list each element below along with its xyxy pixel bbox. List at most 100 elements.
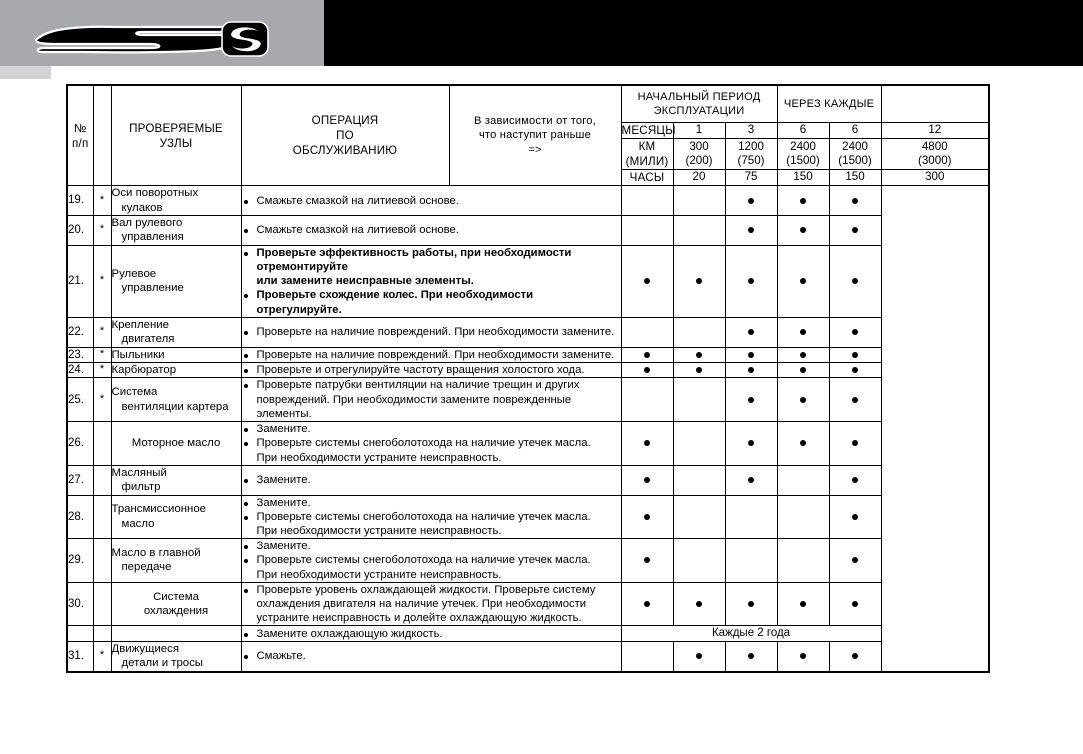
operation-line: Проверьте схождение колес. При необходим… (256, 289, 534, 316)
operation-line: Смажьте. (256, 650, 306, 663)
interval-mark-filled (724, 361, 778, 379)
header-km-line1: КМ (638, 140, 656, 154)
row-star: * (92, 185, 112, 216)
interval-mark-empty (776, 464, 830, 496)
operation-line: При необходимости устраните неисправност… (256, 451, 502, 464)
row-star (92, 538, 112, 583)
interval-mark-filled (724, 244, 778, 318)
bullet-dot-icon (800, 653, 807, 660)
row-node-line: двигателя (121, 333, 175, 346)
interval-mark-empty (620, 185, 674, 216)
header-row-hours-label: ЧАСЫ (620, 169, 674, 187)
banner-black-block (324, 0, 1083, 66)
operation-line: Проверьте уровень охлаждающей жидкости. … (256, 583, 596, 596)
bullet-dot-icon (748, 653, 755, 660)
operation-list: Замените. Проверьте системы снегоболотохо… (242, 539, 621, 582)
operation-list: Смажьте смазкой на литиевой основе. (242, 194, 621, 208)
row-operation: Проверьте на наличие повреждений. При не… (240, 346, 622, 364)
header-km-top: 2400 (842, 139, 868, 153)
interval-note: Каждые 2 года (620, 625, 882, 642)
interval-mark-filled (776, 244, 830, 318)
bullet-dot-icon (852, 653, 859, 660)
header-hours-value: 150 (828, 169, 882, 187)
row-node: Система охлаждения (110, 581, 242, 627)
interval-mark-filled (828, 581, 882, 627)
interval-mark-filled (724, 346, 778, 364)
header-km-bottom: (750) (737, 154, 765, 168)
bullet-dot-icon (800, 367, 807, 374)
row-operation: Проверьте на наличие повреждений. При не… (240, 316, 622, 348)
row-star: * (92, 244, 112, 318)
bullet-dot-icon (852, 601, 859, 608)
interval-mark-filled (724, 377, 778, 423)
interval-mark-empty (776, 538, 830, 583)
page-banner (0, 0, 1083, 66)
row-node: Система вентиляции картера (110, 377, 242, 423)
table-row: Замените охлаждающую жидкость. Каждые 2 г… (66, 625, 989, 642)
interval-mark-filled (776, 581, 830, 627)
operation-line: Проверьте эффективность работы, при необ… (256, 246, 572, 273)
table-row: 29. Масло в главной передаче Замените. Прове… (66, 538, 989, 583)
header-hours-value: 150 (776, 169, 830, 187)
row-operation: Замените. Проверьте системы снегоболотохо… (240, 421, 622, 466)
bullet-dot-icon (644, 278, 650, 285)
row-node: Движущиеся детали и тросы (110, 640, 242, 673)
interval-mark-filled (776, 346, 830, 364)
bullet-dot-icon (748, 396, 755, 403)
row-node-line: Система (111, 386, 158, 399)
bullet-dot-icon (852, 367, 859, 374)
head-row-months: МЕСЯЦЫ 1 3 6 6 12 (67, 121, 990, 140)
header-num: № п/п (66, 84, 94, 187)
row-node-line: детали и тросы (121, 657, 204, 670)
bullet-dot-icon (748, 440, 755, 447)
row-operation: Проверьте и отрегулируйте частоту вращен… (240, 361, 622, 379)
bullet-dot-icon (644, 440, 650, 447)
row-node-line: кулаков (121, 201, 163, 214)
operation-line: повреждений. При необходимости замените … (256, 393, 572, 420)
header-km-top: 2400 (790, 139, 816, 153)
operation-line: Замените. (256, 423, 311, 436)
row-node-line: вентиляции картера (121, 400, 229, 413)
table-row: 28. Трансмиссионное масло Замените. Проверьт… (66, 494, 989, 540)
table-row: 30. Система охлаждения Проверьте уровень ох… (66, 581, 989, 627)
interval-mark-filled (828, 185, 882, 216)
interval-mark-empty (620, 640, 674, 673)
operation-line: Проверьте на наличие повреждений. При не… (256, 326, 615, 339)
row-operation: Замените. Проверьте системы снегоболотохо… (240, 494, 622, 540)
header-km-top: 4800 (921, 139, 948, 153)
bullet-dot-icon (800, 278, 807, 285)
interval-mark-filled (724, 581, 778, 627)
row-node: Моторное масло (110, 421, 242, 466)
interval-mark-filled (724, 421, 778, 466)
interval-mark-empty (724, 538, 778, 583)
header-node-line1: ПРОВЕРЯЕМЫЕ (129, 121, 223, 135)
bullet-dot-icon (644, 351, 650, 358)
row-node-line: Масляный (111, 466, 167, 479)
bullet-dot-icon (696, 278, 702, 285)
interval-mark-filled (672, 346, 726, 364)
header-km-bottom: (1500) (838, 154, 872, 168)
operation-item: Смажьте. (242, 649, 621, 663)
operation-line: или замените неисправные элементы. (256, 275, 474, 288)
interval-mark-empty (672, 316, 726, 348)
interval-mark-filled (828, 346, 882, 364)
operation-line: Смажьте смазкой на литиевой основе. (256, 224, 459, 237)
interval-mark-filled (620, 538, 674, 583)
header-operation-line1: ОПЕРАЦИЯ (311, 114, 379, 128)
head-row-km: КМ (МИЛИ) 300 (200) 1200 (750) 2400 (1500) 2400(… (67, 138, 990, 171)
row-number: 24. (66, 361, 94, 379)
operation-item: Проверьте системы снегоболотохода на нал… (242, 553, 621, 581)
table-row: 25. * Система вентиляции картера Проверьте п… (66, 377, 989, 423)
operation-list: Проверьте и отрегулируйте частоту вращен… (242, 363, 621, 377)
table-row: 22. * Крепление двигателя Проверьте на налич… (66, 316, 989, 348)
header-num-line2: п/п (72, 136, 89, 150)
header-km-line2: (МИЛИ) (625, 155, 669, 169)
interval-mark-empty (672, 421, 726, 466)
interval-mark-filled (620, 581, 674, 627)
banner-light-gray-strip (0, 66, 51, 79)
row-operation: Замените охлаждающую жидкость. (240, 625, 622, 642)
interval-mark-filled (828, 214, 882, 246)
row-node-line: Трансмиссионное (111, 503, 207, 516)
row-node-line: Пыльники (111, 348, 165, 361)
row-node-line: передаче (121, 561, 172, 574)
